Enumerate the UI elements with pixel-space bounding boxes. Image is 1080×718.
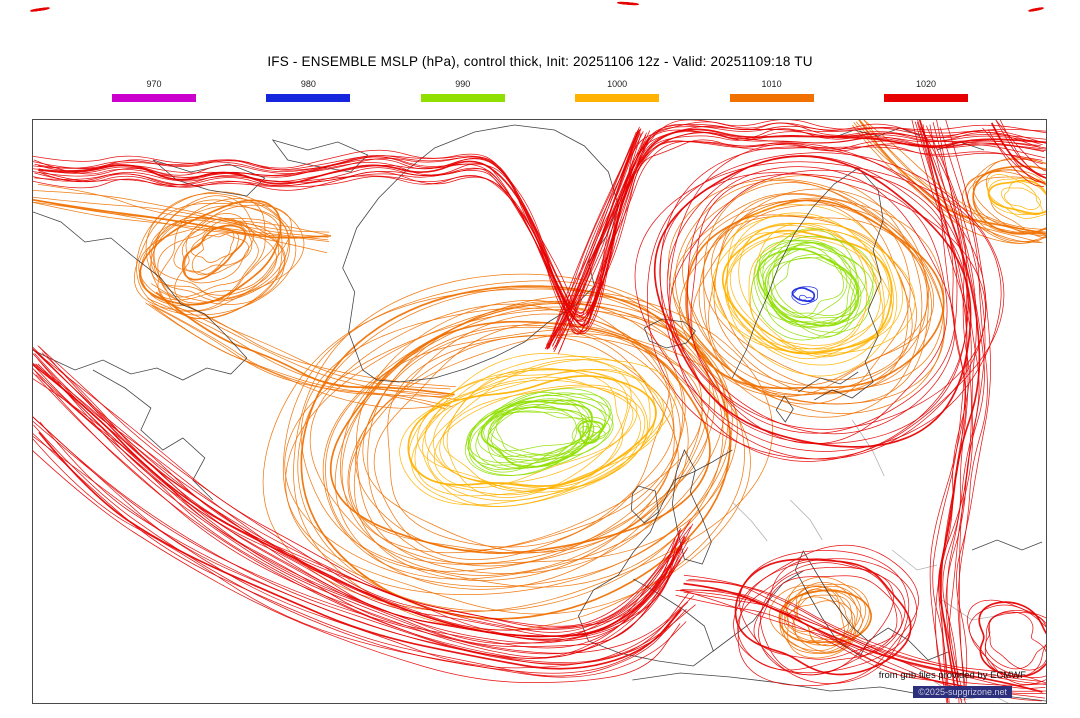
data-source-credit: from grib files provided by ECMWF: [878, 670, 1026, 681]
legend-label-1010: 1010: [761, 79, 782, 89]
legend-item-990: 990: [420, 80, 506, 102]
legend-label-1000: 1000: [607, 79, 628, 89]
contour-layer-1020: [33, 120, 1046, 703]
legend-label-1020: 1020: [915, 79, 936, 89]
legend-label-970: 970: [146, 79, 162, 89]
legend-item-1010: 1010: [729, 80, 815, 102]
contour-layer-1010: [33, 120, 1046, 659]
legend-item-970: 970: [111, 80, 197, 102]
legend-item-1020: 1020: [883, 80, 969, 102]
legend-swatch-970: [112, 94, 196, 102]
contour-layer-990: [464, 228, 874, 476]
legend-item-1000: 1000: [574, 80, 660, 102]
chart-title: IFS - ENSEMBLE MSLP (hPa), control thick…: [267, 54, 813, 69]
legend-swatch-980: [266, 94, 351, 102]
legend-item-980: 980: [265, 80, 351, 102]
stray-contour-mark: [1027, 6, 1045, 13]
legend-swatch-1000: [575, 94, 660, 102]
copyright-credit: ©2025-supgrizone.net: [913, 686, 1012, 698]
legend-swatch-990: [420, 94, 505, 102]
pressure-legend: 970 980 990 1000 1010 1020: [33, 80, 1047, 102]
legend-label-990: 990: [455, 79, 471, 89]
mslp-ensemble-map: [33, 120, 1046, 703]
legend-label-980: 980: [300, 79, 316, 89]
map-frame: from grib files provided by ECMWF ©2025-…: [32, 119, 1047, 704]
legend-swatch-1010: [729, 94, 814, 102]
contour-layer-1000: [399, 174, 1046, 508]
coastlines-layer: [33, 124, 1046, 703]
contour-layer-980: [791, 286, 819, 305]
stray-contour-mark: [29, 6, 51, 13]
stray-contour-mark: [616, 1, 640, 6]
legend-swatch-1020: [883, 94, 968, 102]
